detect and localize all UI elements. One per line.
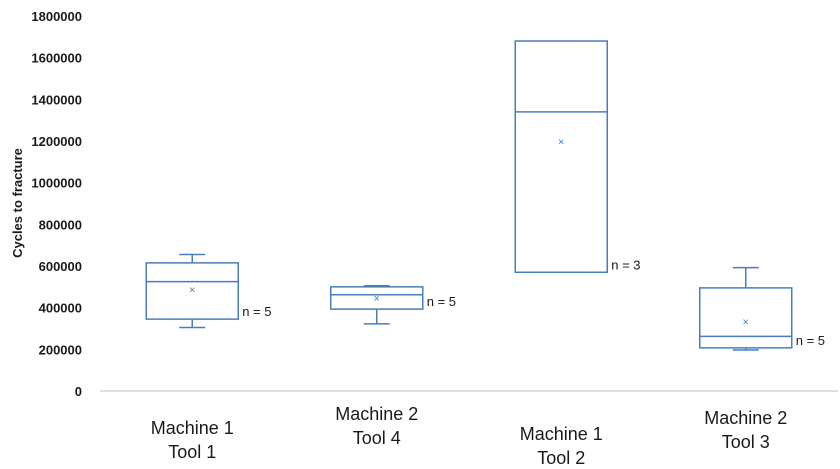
y-tick-label: 1200000 — [31, 134, 82, 149]
y-tick-label: 1000000 — [31, 176, 82, 191]
sample-size-label: n = 5 — [796, 333, 825, 348]
category-labels: Machine 1 Tool 1 Machine 2 Tool 4 Machine 1 T… — [151, 404, 788, 468]
category-label: Tool 1 — [168, 442, 216, 462]
box-group: × n = 3 — [514, 40, 641, 273]
sample-size-label: n = 3 — [611, 257, 640, 272]
y-tick-label: 1600000 — [31, 51, 82, 66]
y-tick-label: 200000 — [39, 342, 82, 357]
box-iqr — [514, 40, 608, 273]
category-label: Machine 2 — [704, 408, 787, 428]
mean-marker: × — [558, 137, 564, 149]
y-tick-label: 600000 — [39, 259, 82, 274]
mean-marker: × — [374, 293, 380, 305]
y-tick-label: 1800000 — [31, 9, 82, 24]
category-label: Machine 1 — [520, 424, 603, 444]
box-iqr — [145, 262, 239, 320]
sample-size-label: n = 5 — [427, 294, 456, 309]
y-tick-label: 800000 — [39, 217, 82, 232]
mean-marker: × — [743, 317, 749, 329]
box-iqr — [330, 286, 424, 310]
y-axis-label: Cycles to fracture — [10, 148, 25, 258]
y-tick-label: 0 — [75, 384, 82, 399]
sample-size-label: n = 5 — [242, 304, 271, 319]
category-label: Machine 1 — [151, 418, 234, 438]
box-group: × n = 5 — [330, 285, 456, 325]
mean-marker: × — [189, 285, 195, 297]
category-label: Tool 2 — [537, 448, 585, 468]
category-label: Tool 3 — [722, 432, 770, 452]
y-axis-ticks: 0 200000 400000 600000 800000 1000000 1200000 1… — [31, 9, 82, 399]
y-tick-label: 1400000 — [31, 92, 82, 107]
category-label: Machine 2 — [335, 404, 418, 424]
category-label: Tool 4 — [353, 428, 401, 448]
y-tick-label: 400000 — [39, 301, 82, 316]
box-iqr — [699, 287, 793, 349]
box-group: × n = 5 — [145, 253, 272, 329]
box-group: × n = 5 — [699, 266, 825, 351]
box-series: × n = 5 × n = 5 × n = 3 × n = 5 — [145, 40, 825, 351]
